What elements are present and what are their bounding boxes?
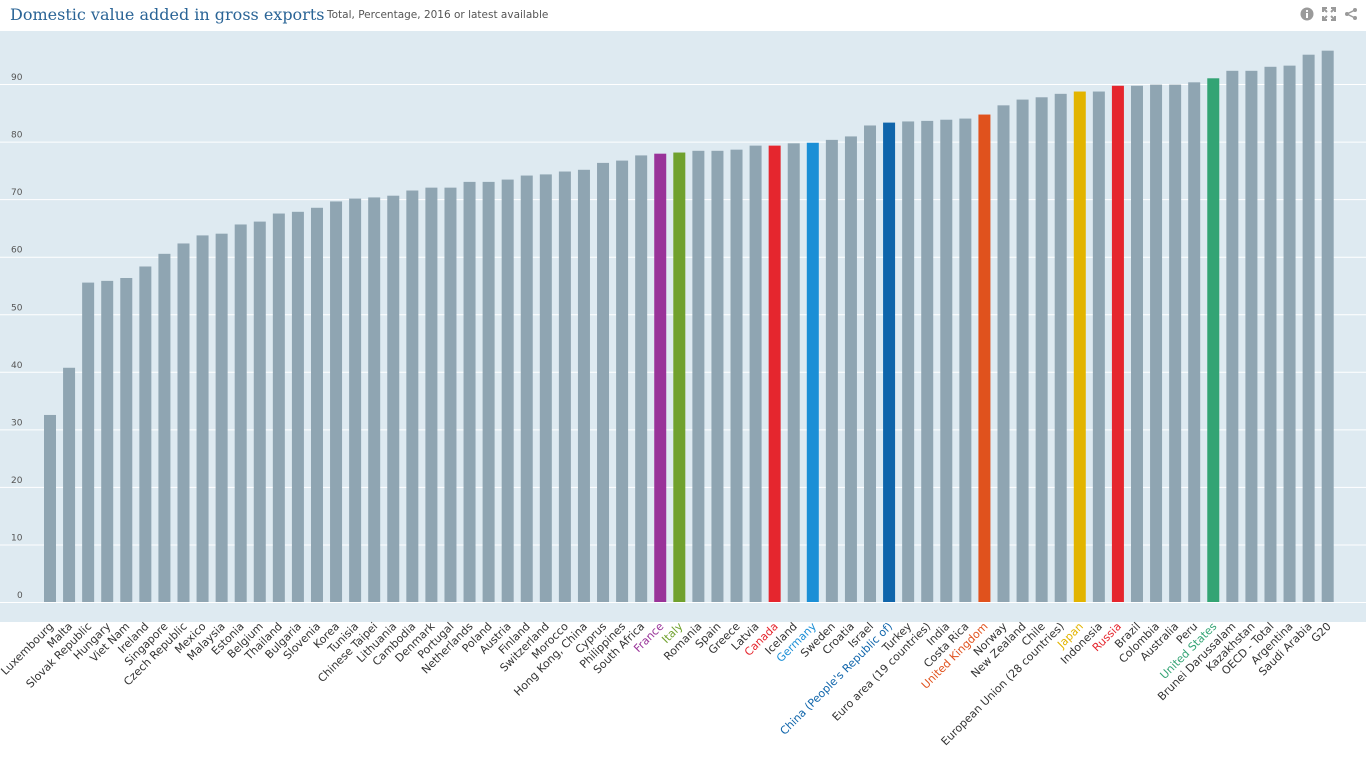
bar[interactable] (1169, 84, 1182, 603)
bar[interactable] (1188, 82, 1201, 603)
bar[interactable] (139, 266, 152, 602)
bar[interactable] (463, 181, 476, 602)
bar[interactable] (558, 171, 571, 602)
bar[interactable] (1092, 91, 1105, 603)
bar[interactable] (864, 125, 877, 603)
y-tick-label: 20 (11, 476, 23, 486)
bar[interactable] (215, 233, 228, 602)
bar[interactable] (597, 162, 610, 602)
bar[interactable] (368, 197, 381, 602)
bar[interactable] (787, 143, 800, 602)
info-icon[interactable] (1300, 7, 1314, 21)
x-tick-label: G20 (1309, 620, 1334, 645)
bar[interactable] (234, 224, 247, 603)
bar[interactable] (177, 243, 190, 602)
toolbar (1300, 7, 1358, 21)
bar[interactable] (501, 179, 514, 602)
bar[interactable] (1207, 78, 1220, 603)
bar[interactable] (711, 150, 724, 603)
bar[interactable] (349, 198, 362, 602)
bar[interactable] (158, 253, 171, 602)
y-tick-label: 90 (11, 73, 23, 83)
y-tick-label: 30 (11, 418, 23, 428)
bars (44, 50, 1334, 603)
bar[interactable] (940, 119, 953, 602)
bar[interactable] (291, 211, 304, 602)
bar[interactable] (1245, 70, 1258, 603)
bar[interactable] (654, 153, 667, 603)
bar[interactable] (1130, 85, 1143, 603)
bar[interactable] (482, 181, 495, 602)
fullscreen-icon[interactable] (1322, 7, 1336, 21)
bar[interactable] (1054, 93, 1067, 602)
bar-chart: 0 10 20 30 40 50 60 70 80 90 LuxembourgMaltaSlova… (0, 31, 1366, 748)
bar[interactable] (1283, 65, 1296, 602)
bar[interactable] (1016, 99, 1029, 602)
bar[interactable] (883, 122, 896, 603)
bar[interactable] (1111, 85, 1124, 603)
bar[interactable] (902, 121, 915, 603)
y-tick-label: 60 (11, 246, 23, 256)
bar[interactable] (330, 201, 343, 602)
bar[interactable] (616, 160, 629, 603)
bar[interactable] (406, 190, 419, 602)
bar[interactable] (768, 145, 781, 602)
bar[interactable] (825, 139, 838, 602)
bar[interactable] (272, 213, 285, 602)
bar[interactable] (1035, 97, 1048, 602)
bar[interactable] (44, 414, 56, 602)
bar[interactable] (310, 207, 323, 602)
bar[interactable] (635, 155, 648, 603)
bar[interactable] (387, 195, 400, 602)
bar[interactable] (82, 282, 95, 602)
bar[interactable] (749, 145, 762, 602)
bar[interactable] (997, 105, 1010, 602)
bar[interactable] (673, 152, 686, 603)
bar[interactable] (1302, 54, 1315, 602)
y-tick-label: 80 (11, 131, 23, 141)
bar[interactable] (1150, 84, 1163, 603)
bar[interactable] (1264, 66, 1277, 602)
bar[interactable] (425, 187, 438, 602)
y-axis-ticks: 0 10 20 30 40 50 60 70 80 90 (11, 73, 23, 601)
bar[interactable] (539, 174, 552, 602)
bar[interactable] (120, 277, 133, 602)
bar[interactable] (444, 187, 457, 602)
bar[interactable] (692, 150, 705, 603)
y-tick-label: 70 (11, 188, 23, 198)
bar[interactable] (921, 120, 934, 602)
bar[interactable] (1321, 50, 1334, 602)
bar[interactable] (520, 175, 533, 602)
bar[interactable] (959, 118, 972, 602)
y-tick-label: 10 (11, 533, 23, 543)
bar[interactable] (577, 169, 590, 602)
chart-title: Domestic value added in gross exports (10, 5, 325, 24)
bar[interactable] (806, 142, 819, 602)
bar[interactable] (730, 149, 743, 603)
chart-header: Domestic value added in gross exports To… (0, 0, 1366, 31)
y-tick-label: 40 (11, 361, 23, 371)
y-tick-label: 50 (11, 303, 23, 313)
bar[interactable] (978, 114, 991, 602)
bar[interactable] (101, 280, 114, 602)
bar[interactable] (63, 367, 76, 602)
chart-subtitle: Total, Percentage, 2016 or latest availa… (327, 9, 549, 21)
bar[interactable] (196, 235, 209, 602)
bar[interactable] (844, 136, 857, 602)
bar[interactable] (253, 221, 266, 603)
bar[interactable] (1073, 91, 1086, 603)
share-icon[interactable] (1344, 7, 1358, 21)
y-tick-label: 0 (17, 591, 23, 601)
bar[interactable] (1226, 70, 1239, 603)
